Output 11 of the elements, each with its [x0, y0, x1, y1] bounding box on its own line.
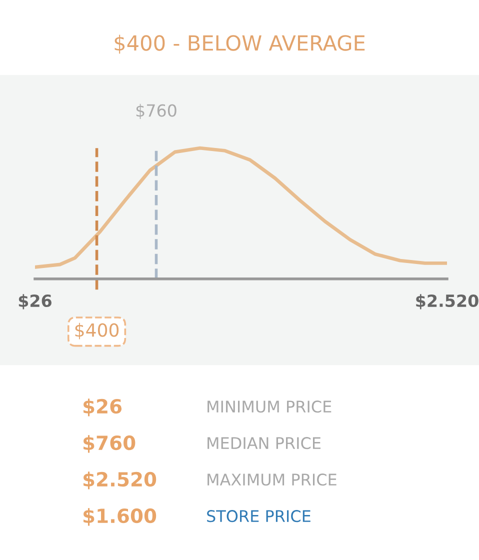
text: $760 — [84, 435, 136, 453]
text: $2.520 — [84, 472, 156, 490]
text: STORE PRICE — [207, 510, 310, 522]
text: MAXIMUM PRICE — [208, 474, 336, 486]
text: $1.600 — [84, 508, 156, 526]
chart-title: $400 - BELOW AVERAGE — [114, 34, 365, 54]
text: MINIMUM PRICE — [208, 400, 332, 413]
ref-line-label: $760 — [136, 104, 176, 120]
text: MEDIAN PRICE — [208, 437, 320, 450]
text: $26 — [84, 398, 122, 416]
ref-line-label: $400 — [75, 322, 119, 340]
